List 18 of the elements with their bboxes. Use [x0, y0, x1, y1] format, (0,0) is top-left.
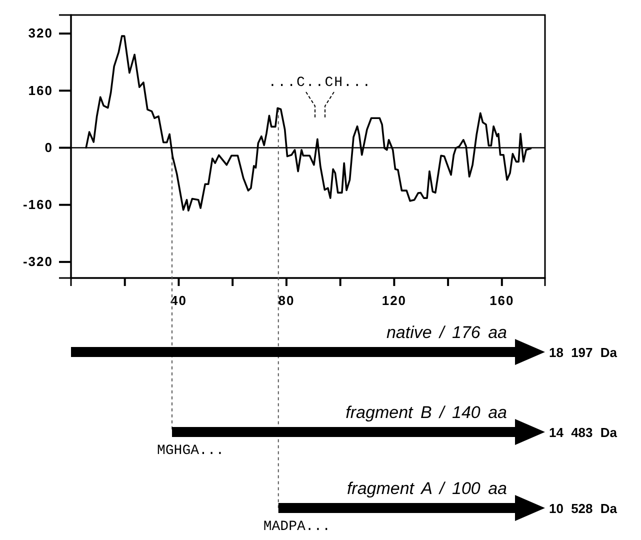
text: 18 197 Da	[549, 345, 618, 360]
y-tick-label: 320	[28, 26, 53, 41]
text: fragment A / 100 aa	[346, 479, 507, 498]
x-tick-label: 40	[170, 293, 187, 308]
text: native / 176 aa	[386, 323, 507, 342]
x-tick-label: 80	[278, 293, 295, 308]
text: fragment B / 140 aa	[346, 403, 507, 422]
text: 14 483 Da	[549, 425, 618, 440]
y-tick-label: -160	[22, 197, 53, 212]
x-tick-label: 120	[382, 293, 407, 308]
x-tick-label: 160	[490, 293, 514, 308]
text: 10 528 Da	[549, 501, 618, 516]
y-tick-label: 0	[44, 140, 53, 155]
text: MADPA...	[263, 519, 331, 535]
text: MGHGA...	[156, 443, 224, 459]
y-tick-label: 160	[28, 82, 53, 98]
annotation: ...C..CH...	[268, 75, 372, 91]
y-tick-label: -320	[22, 254, 53, 270]
